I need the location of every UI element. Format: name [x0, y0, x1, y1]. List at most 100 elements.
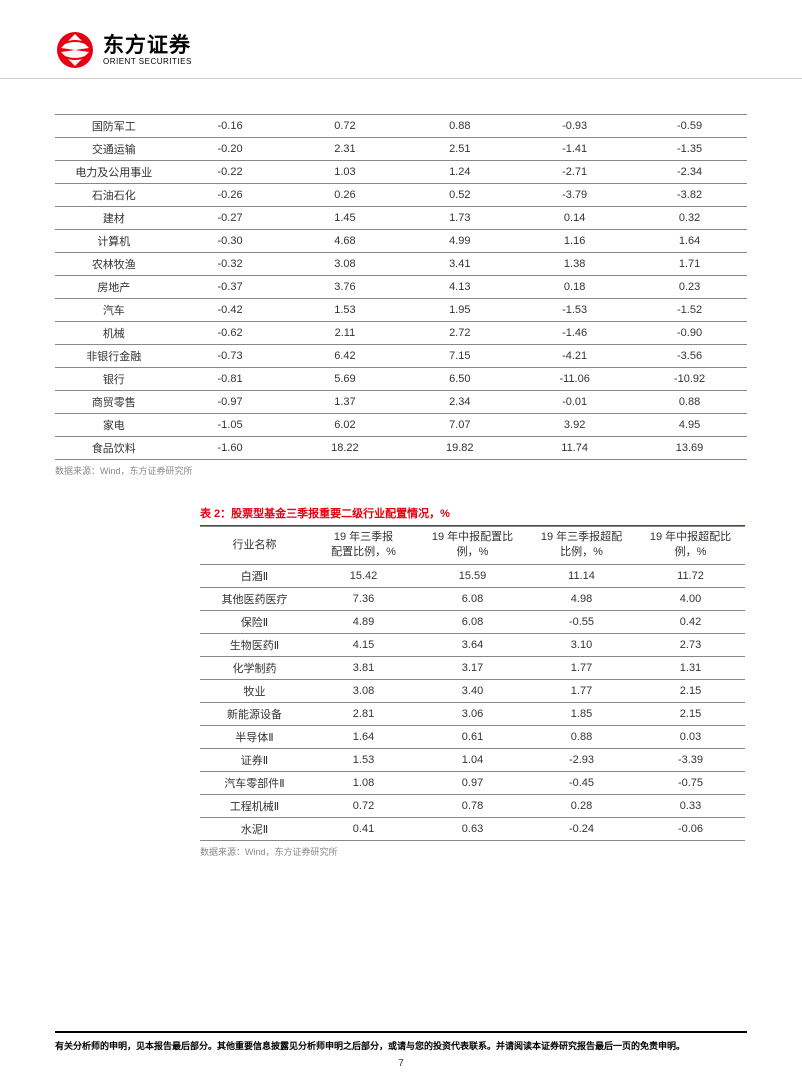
table-cell: 11.14	[527, 564, 636, 587]
table2-source: 数据来源：Wind，东方证券研究所	[200, 845, 745, 858]
table-cell: 1.95	[402, 299, 517, 322]
table-cell: 3.41	[402, 253, 517, 276]
table-row: 汽车-0.421.531.95-1.53-1.52	[55, 299, 747, 322]
table-cell: 新能源设备	[200, 702, 309, 725]
table-cell: -0.30	[173, 230, 288, 253]
content-area: 国防军工-0.160.720.88-0.93-0.59交通运输-0.202.31…	[0, 79, 802, 858]
table-cell: 交通运输	[55, 138, 173, 161]
table-cell: 0.14	[517, 207, 632, 230]
table-cell: 15.42	[309, 564, 418, 587]
table-cell: 2.11	[287, 322, 402, 345]
table-cell: 其他医药医疗	[200, 587, 309, 610]
table-cell: 家电	[55, 414, 173, 437]
table-cell: 7.36	[309, 587, 418, 610]
table-cell: 半导体Ⅱ	[200, 725, 309, 748]
table-cell: -0.62	[173, 322, 288, 345]
table-row: 化学制药3.813.171.771.31	[200, 656, 745, 679]
table-cell: 非银行金融	[55, 345, 173, 368]
table-cell: 0.88	[402, 115, 517, 138]
table-cell: 0.72	[309, 794, 418, 817]
table-cell: 0.33	[636, 794, 745, 817]
table-cell: 工程机械Ⅱ	[200, 794, 309, 817]
table-cell: 3.40	[418, 679, 527, 702]
table-cell: 0.88	[632, 391, 747, 414]
table-cell: 2.34	[402, 391, 517, 414]
table-cell: 3.81	[309, 656, 418, 679]
table-cell: 1.77	[527, 656, 636, 679]
table-cell: 2.15	[636, 679, 745, 702]
table-cell: 0.03	[636, 725, 745, 748]
table-cell: 7.07	[402, 414, 517, 437]
table-cell: 化学制药	[200, 656, 309, 679]
table-cell: -1.46	[517, 322, 632, 345]
table-cell: -2.34	[632, 161, 747, 184]
table-cell: 4.13	[402, 276, 517, 299]
table-cell: 0.32	[632, 207, 747, 230]
table-row: 电力及公用事业-0.221.031.24-2.71-2.34	[55, 161, 747, 184]
table-cell: 1.85	[527, 702, 636, 725]
table-cell: 证券Ⅱ	[200, 748, 309, 771]
table-header: 19 年三季报配置比例，%	[309, 527, 418, 565]
table-cell: 4.68	[287, 230, 402, 253]
table-row: 交通运输-0.202.312.51-1.41-1.35	[55, 138, 747, 161]
table1: 国防军工-0.160.720.88-0.93-0.59交通运输-0.202.31…	[55, 114, 747, 460]
table-cell: 电力及公用事业	[55, 161, 173, 184]
table-cell: 3.17	[418, 656, 527, 679]
table-row: 证券Ⅱ1.531.04-2.93-3.39	[200, 748, 745, 771]
table-cell: 11.74	[517, 437, 632, 460]
table-cell: -1.52	[632, 299, 747, 322]
table-cell: 19.82	[402, 437, 517, 460]
table2: 行业名称19 年三季报配置比例，%19 年中报配置比例，%19 年三季报超配比例…	[200, 526, 745, 841]
table-cell: 4.99	[402, 230, 517, 253]
table-cell: 2.15	[636, 702, 745, 725]
table-cell: 4.00	[636, 587, 745, 610]
table-row: 保险Ⅱ4.896.08-0.550.42	[200, 610, 745, 633]
table-cell: -0.24	[527, 817, 636, 840]
table-cell: 1.37	[287, 391, 402, 414]
table-cell: 6.08	[418, 587, 527, 610]
table-cell: -0.42	[173, 299, 288, 322]
table-cell: -0.16	[173, 115, 288, 138]
table1-source: 数据来源：Wind，东方证券研究所	[55, 464, 747, 477]
table-cell: -1.05	[173, 414, 288, 437]
table-cell: -1.53	[517, 299, 632, 322]
table-cell: 5.69	[287, 368, 402, 391]
table-cell: -3.82	[632, 184, 747, 207]
table-cell: 0.78	[418, 794, 527, 817]
table-row: 建材-0.271.451.730.140.32	[55, 207, 747, 230]
table-cell: -2.71	[517, 161, 632, 184]
table-row: 银行-0.815.696.50-11.06-10.92	[55, 368, 747, 391]
table-row: 家电-1.056.027.073.924.95	[55, 414, 747, 437]
table-cell: 汽车	[55, 299, 173, 322]
footer-text: 有关分析师的申明，见本报告最后部分。其他重要信息披露见分析师申明之后部分，或请与…	[55, 1039, 747, 1052]
page-footer: 有关分析师的申明，见本报告最后部分。其他重要信息披露见分析师申明之后部分，或请与…	[55, 1031, 747, 1069]
table-row: 商贸零售-0.971.372.34-0.010.88	[55, 391, 747, 414]
logo-text-cn: 东方证券	[103, 34, 192, 57]
table-cell: -0.73	[173, 345, 288, 368]
table-cell: -0.97	[173, 391, 288, 414]
table-cell: -0.45	[527, 771, 636, 794]
table-cell: -10.92	[632, 368, 747, 391]
table-row: 食品饮料-1.6018.2219.8211.7413.69	[55, 437, 747, 460]
table-cell: 0.61	[418, 725, 527, 748]
table-cell: 1.31	[636, 656, 745, 679]
table-cell: -0.59	[632, 115, 747, 138]
table-cell: -11.06	[517, 368, 632, 391]
table-cell: 1.53	[309, 748, 418, 771]
table-cell: -0.75	[636, 771, 745, 794]
table-cell: -0.32	[173, 253, 288, 276]
table-cell: 11.72	[636, 564, 745, 587]
table-cell: 0.23	[632, 276, 747, 299]
table-cell: 3.10	[527, 633, 636, 656]
table-cell: 0.28	[527, 794, 636, 817]
table-cell: 0.72	[287, 115, 402, 138]
table-cell: 4.95	[632, 414, 747, 437]
table-cell: -0.06	[636, 817, 745, 840]
table-row: 汽车零部件Ⅱ1.080.97-0.45-0.75	[200, 771, 745, 794]
table-cell: 1.71	[632, 253, 747, 276]
table-cell: 4.15	[309, 633, 418, 656]
table-cell: 国防军工	[55, 115, 173, 138]
table-cell: 白酒Ⅱ	[200, 564, 309, 587]
table-cell: -0.01	[517, 391, 632, 414]
table-cell: 1.64	[309, 725, 418, 748]
